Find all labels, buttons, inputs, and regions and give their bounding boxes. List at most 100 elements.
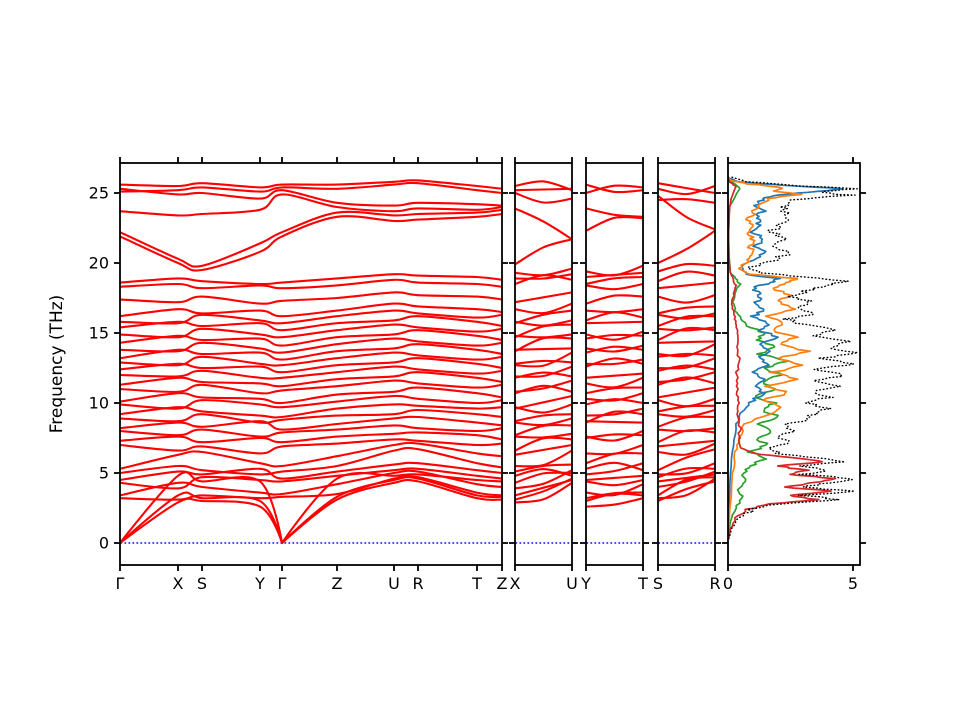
phonon-band	[657, 376, 716, 386]
phonon-band	[119, 431, 503, 444]
dos-tick-label: 5	[848, 574, 858, 593]
phonon-band	[585, 462, 644, 476]
phonon-band	[119, 438, 503, 455]
phonon-band	[119, 371, 503, 388]
phonon-band	[585, 420, 644, 424]
phonon-band	[585, 358, 644, 366]
phonon-band	[119, 179, 503, 190]
phonon-band	[657, 326, 716, 332]
kpoint-label: Y	[254, 574, 265, 593]
y-tick-label: 10	[89, 394, 109, 413]
phonon-band	[657, 294, 716, 304]
phonon-band	[657, 476, 716, 497]
kpoint-label: Z	[332, 574, 343, 593]
phonon-band	[657, 427, 716, 433]
phonon-band	[657, 305, 716, 315]
phonon-band	[657, 442, 716, 456]
phonon-band	[514, 477, 573, 501]
phonon-band	[657, 397, 716, 408]
phonon-band	[119, 403, 503, 419]
phonon-band	[585, 294, 644, 305]
phonon-band	[585, 320, 644, 325]
phonon-band	[657, 386, 716, 399]
phonon-band	[585, 282, 644, 291]
phonon-band	[119, 467, 503, 490]
phonon-band	[514, 302, 573, 315]
phonon-band	[585, 376, 644, 389]
phonon-band	[657, 477, 716, 500]
phonon-band	[514, 365, 573, 378]
phonon-band	[514, 273, 573, 280]
phonon-band	[119, 315, 503, 332]
phonon-band	[514, 469, 573, 490]
kpoint-label: U	[388, 574, 400, 593]
panel-frame	[119, 162, 503, 566]
phonon-band	[514, 394, 573, 410]
phonon-band	[657, 262, 716, 273]
panel-frame	[657, 162, 716, 566]
phonon-band	[657, 371, 716, 384]
kpoint-label: T	[471, 574, 482, 593]
kpoint-label: Z	[497, 574, 508, 593]
phonon-band	[119, 309, 503, 325]
phonon-band	[585, 372, 644, 379]
phonon-band	[585, 357, 644, 368]
phonon-band	[119, 415, 503, 431]
phonon-band	[657, 470, 716, 489]
phonon-band	[585, 461, 644, 472]
phonon-band	[119, 441, 503, 470]
phonon-band	[657, 473, 716, 483]
phonon-band	[585, 215, 644, 232]
phonon-band	[514, 481, 573, 504]
phonon-band	[657, 357, 716, 370]
dos-curves-group	[727, 175, 859, 540]
y-tick-label: 25	[89, 184, 109, 203]
phonon-band	[514, 347, 573, 351]
phonon-band	[514, 423, 573, 437]
phonon-band	[514, 309, 573, 325]
phonon-band	[657, 229, 716, 264]
phonon-band	[585, 410, 644, 424]
kpoint-label: R	[412, 574, 423, 593]
phonon-band	[657, 184, 716, 196]
kpoint-label: S	[653, 574, 663, 593]
dos-partial-darkred	[727, 176, 837, 539]
phonon-band	[119, 386, 503, 405]
phonon-band	[119, 181, 503, 195]
phonon-band	[119, 408, 503, 424]
phonon-band	[585, 392, 644, 402]
phonon-band	[514, 238, 573, 266]
phonon-band	[585, 207, 644, 218]
phonon-band	[514, 413, 573, 423]
kpoint-label: X	[510, 574, 521, 593]
phonon-band	[657, 439, 716, 448]
phonon-band	[119, 278, 503, 290]
phonon-band	[585, 344, 644, 353]
phonon-band	[657, 312, 716, 320]
phonon-band	[585, 184, 644, 195]
phonon-band	[514, 436, 573, 452]
phonon-band	[119, 337, 503, 354]
phonon-band	[514, 449, 573, 468]
phonon-band	[119, 343, 503, 361]
phonon-band	[585, 491, 644, 500]
phonon-band	[585, 407, 644, 417]
phonon-band	[585, 478, 644, 487]
phonon-band	[657, 462, 716, 476]
phonon-band	[514, 180, 573, 192]
phonon-band	[585, 271, 644, 279]
phonon-band	[657, 364, 716, 372]
phonon-band	[514, 359, 573, 365]
y-tick-label: 5	[99, 464, 109, 483]
phonon-band	[657, 281, 716, 290]
phonon-band	[119, 291, 503, 305]
phonon-band	[585, 311, 644, 322]
phonon-band	[585, 308, 644, 314]
y-tick-label: 20	[89, 254, 109, 273]
phonon-band	[657, 408, 716, 418]
phonon-band	[119, 424, 503, 438]
phonon-band	[657, 270, 716, 283]
phonon-band	[119, 302, 503, 318]
phonon-band	[657, 182, 716, 195]
